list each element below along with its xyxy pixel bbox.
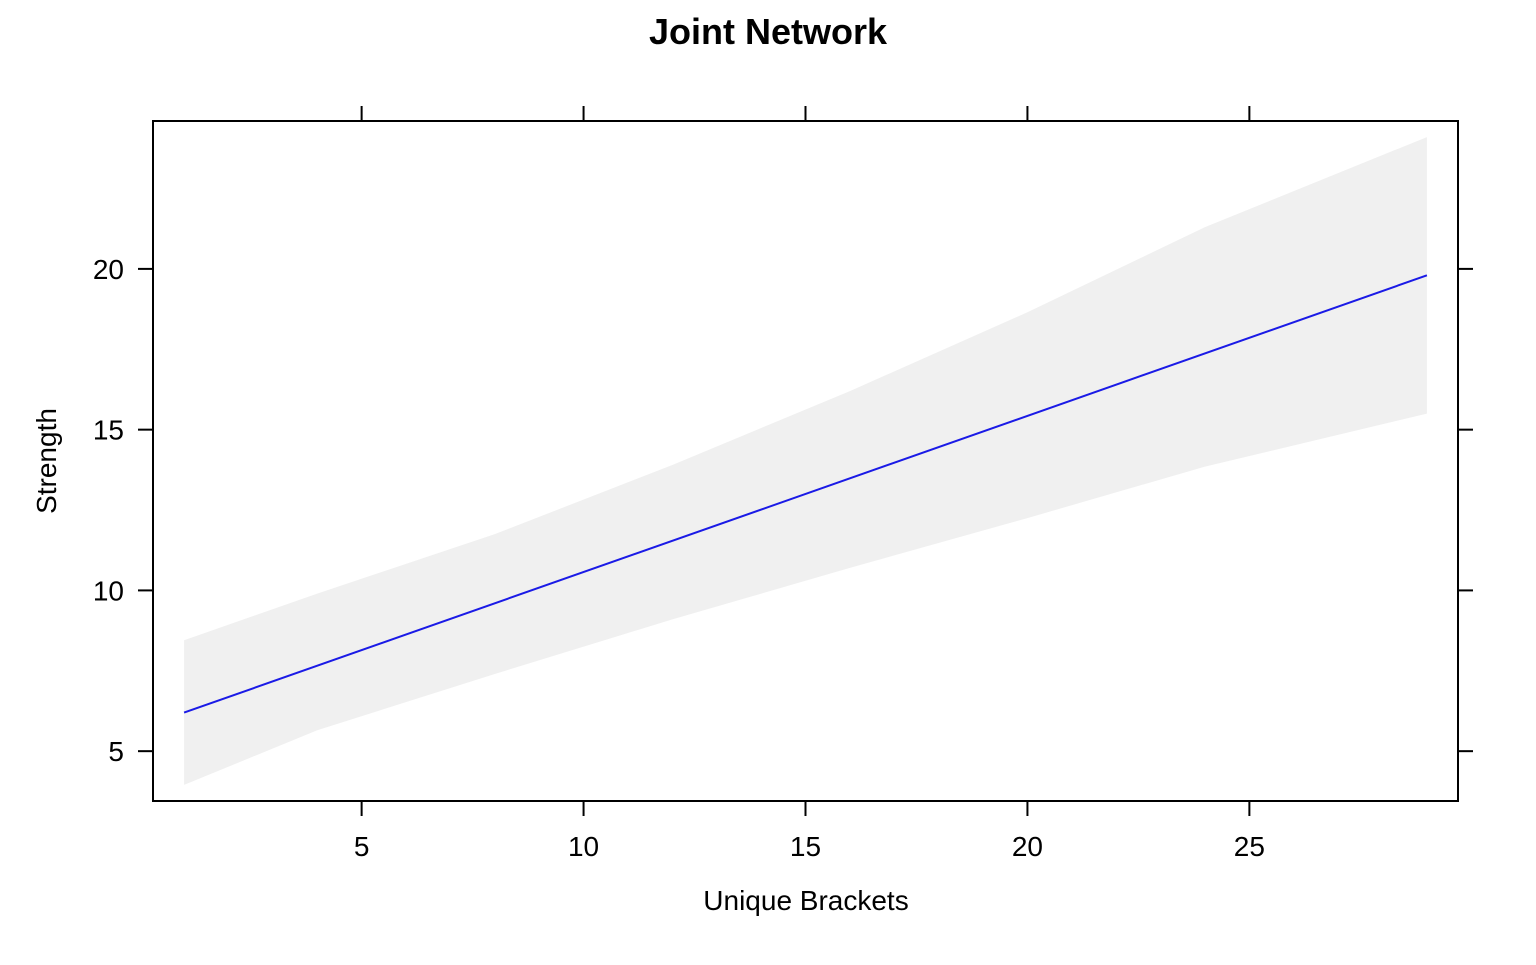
y-tick-label: 5 [108, 736, 124, 767]
y-tick-label: 15 [93, 415, 124, 446]
chart-title: Joint Network [649, 11, 888, 52]
confidence-band [184, 137, 1427, 785]
x-tick-label: 5 [354, 831, 370, 862]
confidence-band-layer [184, 137, 1427, 785]
fit-line-0 [183, 274, 1428, 714]
x-tick-label: 10 [568, 831, 599, 862]
fit-line-layer [183, 274, 1428, 714]
x-tick-label: 20 [1012, 831, 1043, 862]
x-tick-label: 15 [790, 831, 821, 862]
y-tick-label: 10 [93, 575, 124, 606]
y-tick-label: 20 [93, 254, 124, 285]
axis-layer: 5 10 15 20 25 5 10 15 20 [93, 106, 1473, 862]
x-tick-label: 25 [1234, 831, 1265, 862]
y-axis-label: Strength [31, 408, 62, 514]
x-axis-label: Unique Brackets [703, 885, 908, 916]
